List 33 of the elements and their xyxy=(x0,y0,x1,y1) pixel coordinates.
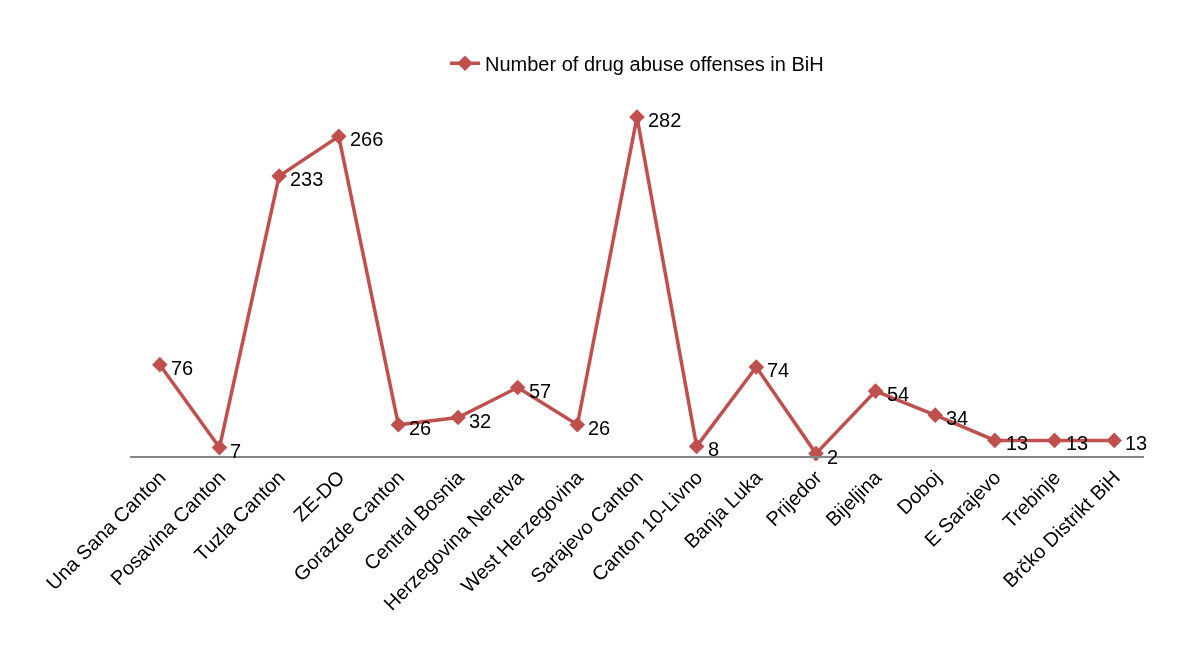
point xyxy=(211,439,228,456)
point xyxy=(569,416,586,433)
data-label: 32 xyxy=(469,410,492,432)
data-label: 34 xyxy=(946,407,969,429)
data-label: 8 xyxy=(708,438,720,460)
data-label: 266 xyxy=(350,128,384,150)
data-label: 233 xyxy=(290,168,324,190)
data-label: 54 xyxy=(887,383,910,405)
data-label: 13 xyxy=(1125,432,1148,454)
point xyxy=(152,356,168,373)
point xyxy=(390,416,407,433)
data-label: 26 xyxy=(588,417,611,439)
data-label: 76 xyxy=(171,357,194,379)
point xyxy=(1046,432,1063,449)
data-label: 26 xyxy=(409,417,432,439)
data-label: 57 xyxy=(529,380,552,402)
point xyxy=(271,168,287,184)
legend-label: Number of drug abuse offenses in BiH xyxy=(485,52,824,75)
point xyxy=(629,109,645,125)
point xyxy=(330,128,347,145)
point xyxy=(509,379,526,396)
point xyxy=(748,359,765,375)
data-label: 7 xyxy=(230,440,242,462)
point xyxy=(927,407,944,423)
point xyxy=(688,438,705,455)
point xyxy=(1106,432,1122,449)
point xyxy=(450,409,466,426)
point xyxy=(808,445,824,462)
data-label: 2 xyxy=(827,446,839,468)
data-label: 282 xyxy=(648,109,682,131)
data-label: 74 xyxy=(767,359,790,381)
point xyxy=(987,432,1003,449)
point xyxy=(867,383,884,399)
